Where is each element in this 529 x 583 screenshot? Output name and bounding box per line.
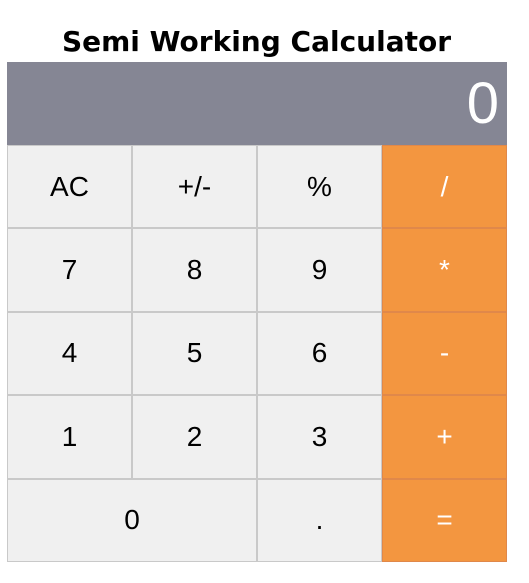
decimal-button[interactable]: . <box>257 478 382 562</box>
add-button[interactable]: + <box>382 395 507 479</box>
digit-6-button[interactable]: 6 <box>257 311 382 396</box>
percent-button[interactable]: % <box>257 145 382 229</box>
digit-0-button[interactable]: 0 <box>7 478 257 562</box>
digit-2-button[interactable]: 2 <box>132 395 257 479</box>
digit-8-button[interactable]: 8 <box>132 228 257 312</box>
keypad: AC +/- % / 7 8 9 * 4 5 6 - 1 2 3 + 0 . = <box>7 145 507 562</box>
digit-9-button[interactable]: 9 <box>257 228 382 312</box>
subtract-button[interactable]: - <box>382 311 507 396</box>
divide-button[interactable]: / <box>382 145 507 229</box>
display: 0 <box>7 62 507 145</box>
digit-5-button[interactable]: 5 <box>132 311 257 396</box>
plus-minus-button[interactable]: +/- <box>132 145 257 229</box>
multiply-button[interactable]: * <box>382 228 507 312</box>
display-value: 0 <box>466 71 499 136</box>
digit-1-button[interactable]: 1 <box>7 395 132 479</box>
digit-4-button[interactable]: 4 <box>7 311 132 396</box>
all-clear-button[interactable]: AC <box>7 145 132 229</box>
page-title: Semi Working Calculator <box>61 24 452 58</box>
digit-3-button[interactable]: 3 <box>257 395 382 479</box>
digit-7-button[interactable]: 7 <box>7 228 132 312</box>
calculator: 0 AC +/- % / 7 8 9 * 4 5 6 - 1 2 3 + 0 .… <box>7 62 507 562</box>
equals-button[interactable]: = <box>382 478 507 562</box>
